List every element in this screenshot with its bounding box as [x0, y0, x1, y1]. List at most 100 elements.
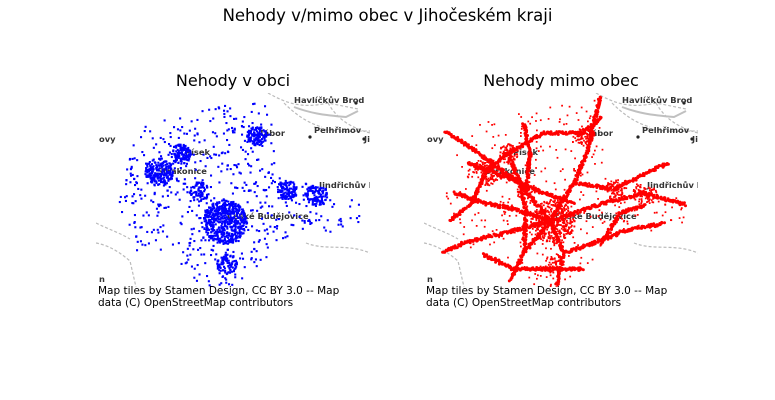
accident-point: [210, 157, 213, 160]
accident-point: [212, 249, 215, 252]
accident-point: [215, 153, 218, 156]
accident-point: [236, 204, 239, 207]
town-dot-icon: [690, 137, 694, 141]
accident-point: [254, 258, 257, 261]
accident-point: [234, 186, 237, 189]
accident-point: [230, 239, 233, 242]
accident-point: [503, 161, 506, 164]
accident-point: [584, 155, 588, 159]
accident-point: [313, 199, 316, 202]
accident-point: [588, 136, 591, 138]
accident-point: [553, 205, 556, 207]
map-panel-v-obci[interactable]: Havlíčkův BrodPelhřimovJihJindřichův Hra…: [96, 93, 370, 287]
accident-point: [146, 171, 149, 174]
accident-point: [267, 171, 270, 174]
accident-point: [560, 227, 563, 230]
accident-point: [199, 186, 202, 189]
accident-point: [224, 271, 227, 274]
accident-point: [349, 205, 352, 208]
accident-point: [268, 205, 271, 208]
accident-point: [311, 203, 314, 206]
accident-point: [186, 191, 189, 194]
accident-point: [635, 207, 639, 211]
accident-point: [233, 205, 236, 208]
accident-point: [188, 155, 191, 158]
accident-point: [554, 268, 556, 271]
accident-point: [136, 159, 139, 162]
accident-point: [337, 223, 340, 226]
accident-point: [288, 195, 291, 198]
town-jihlava: Jih: [690, 134, 698, 144]
accident-point: [237, 225, 240, 228]
accident-point: [286, 195, 289, 198]
town-label: České Budějovice: [555, 210, 637, 221]
accident-point: [601, 239, 604, 242]
accident-point: [536, 226, 539, 229]
accident-point: [167, 153, 170, 156]
accident-point: [641, 190, 644, 193]
accident-point: [475, 225, 478, 227]
accident-point: [534, 243, 536, 245]
accident-point: [223, 255, 226, 258]
accident-point: [221, 217, 224, 220]
accident-point: [196, 182, 199, 185]
accident-point: [263, 135, 266, 138]
town-label: Havlíčkův Brod: [294, 95, 364, 105]
accident-point: [591, 226, 594, 228]
accident-point: [241, 224, 244, 227]
accident-point: [560, 232, 563, 234]
accident-point: [643, 226, 647, 230]
accident-point: [203, 139, 206, 142]
accident-point: [650, 229, 653, 232]
accident-point: [311, 199, 314, 202]
accident-point: [241, 186, 244, 189]
accident-point: [539, 236, 542, 239]
accident-point: [221, 222, 224, 225]
accident-point: [188, 191, 191, 194]
accident-point: [264, 201, 267, 204]
accident-point: [593, 203, 595, 206]
accident-point: [682, 202, 686, 206]
accident-point: [603, 220, 606, 223]
accident-point: [293, 194, 296, 197]
accident-point: [215, 230, 218, 233]
accident-point: [212, 203, 215, 206]
accident-point: [449, 248, 453, 252]
accident-point: [197, 189, 200, 192]
accident-point: [254, 182, 257, 185]
accident-point: [203, 227, 206, 230]
accident-point: [180, 149, 183, 152]
accident-point: [582, 245, 586, 249]
accident-point: [226, 240, 229, 243]
accident-point: [224, 152, 227, 155]
town-havlickuv-brod: Havlíčkův Brod: [294, 95, 364, 105]
accident-point: [214, 258, 217, 261]
accident-point: [234, 276, 237, 279]
accident-point: [256, 185, 259, 188]
accident-point: [192, 153, 195, 156]
accident-point: [162, 184, 165, 187]
accident-point: [193, 134, 196, 137]
accident-point: [166, 175, 169, 178]
accident-point: [241, 148, 244, 151]
accident-point: [621, 217, 623, 220]
accident-point: [284, 236, 287, 239]
accident-point: [570, 212, 573, 215]
accident-point: [318, 219, 321, 222]
accident-point: [193, 276, 196, 279]
accident-point: [160, 166, 163, 169]
accident-point: [542, 149, 545, 152]
accident-point: [193, 240, 196, 243]
accident-point: [456, 135, 460, 139]
accident-point: [231, 260, 234, 263]
accident-point: [518, 190, 521, 193]
accident-point: [201, 184, 204, 187]
map-panel-mimo-obec[interactable]: Havlíčkův BrodPelhřimovJihJindřichův Hra…: [424, 93, 698, 287]
accident-point: [499, 170, 502, 172]
accident-point: [488, 159, 491, 162]
accident-point: [173, 167, 176, 170]
accident-point: [638, 200, 640, 203]
accident-point: [200, 193, 203, 196]
accident-point: [179, 147, 182, 150]
accident-point: [236, 187, 239, 190]
